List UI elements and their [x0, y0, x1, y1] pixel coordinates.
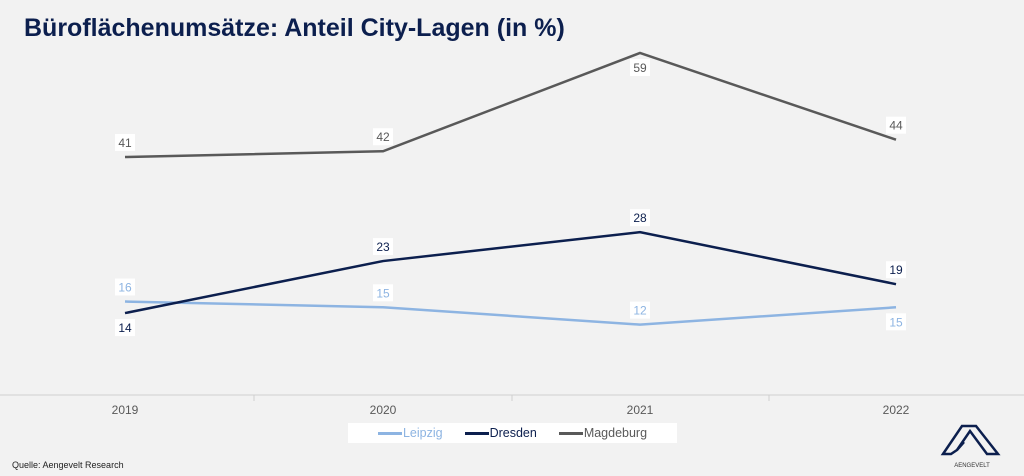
data-label-bg — [373, 128, 393, 146]
legend-swatch — [464, 431, 489, 435]
series-line-magdeburg — [124, 51, 897, 159]
series-line-dresden — [124, 230, 897, 315]
data-label-bg — [630, 301, 650, 319]
source-note: Quelle: Aengevelt Research — [12, 460, 124, 470]
data-label-bg — [115, 134, 135, 152]
data-label-bg — [115, 319, 135, 337]
legend-item-magdeburg: Magdeburg — [558, 426, 648, 440]
x-tick-label: 2021 — [627, 403, 654, 417]
chart-title: Büroflächenumsätze: Anteil City-Lagen (i… — [24, 14, 565, 42]
data-label-bg — [630, 209, 650, 227]
data-label-bg — [630, 58, 650, 76]
data-label: 59 — [633, 61, 647, 75]
aengevelt-logo: AENGEVELT — [940, 424, 1001, 469]
svg-text:AENGEVELT: AENGEVELT — [954, 463, 990, 469]
data-label-bg — [886, 313, 906, 331]
x-tick-label: 2019 — [112, 403, 139, 417]
data-label: 42 — [376, 130, 390, 144]
legend-item-dresden: Dresden — [464, 426, 537, 440]
legend-label: Leipzig — [402, 426, 443, 440]
legend: Leipzig Dresden Magdeburg — [348, 423, 677, 443]
data-label: 19 — [889, 263, 903, 277]
data-label-bg — [373, 284, 393, 302]
data-label-bg — [115, 278, 135, 296]
data-label: 15 — [376, 286, 390, 300]
data-label-bg — [886, 261, 906, 279]
data-label: 44 — [889, 119, 903, 133]
data-label-bg — [886, 116, 906, 134]
data-label: 15 — [889, 315, 903, 329]
series-line-leipzig — [124, 300, 897, 326]
data-label: 14 — [118, 321, 132, 335]
legend-item-leipzig: Leipzig — [377, 426, 443, 440]
legend-label: Dresden — [489, 426, 537, 440]
data-label: 23 — [376, 240, 390, 254]
legend-swatch — [558, 431, 583, 435]
data-label: 16 — [118, 281, 132, 295]
legend-label: Magdeburg — [583, 426, 648, 440]
data-label: 12 — [633, 304, 647, 318]
data-label-bg — [373, 238, 393, 256]
x-tick-label: 2022 — [883, 403, 910, 417]
legend-swatch — [377, 431, 402, 435]
data-label: 28 — [633, 211, 647, 225]
data-label: 41 — [118, 136, 132, 150]
x-tick-label: 2020 — [370, 403, 397, 417]
